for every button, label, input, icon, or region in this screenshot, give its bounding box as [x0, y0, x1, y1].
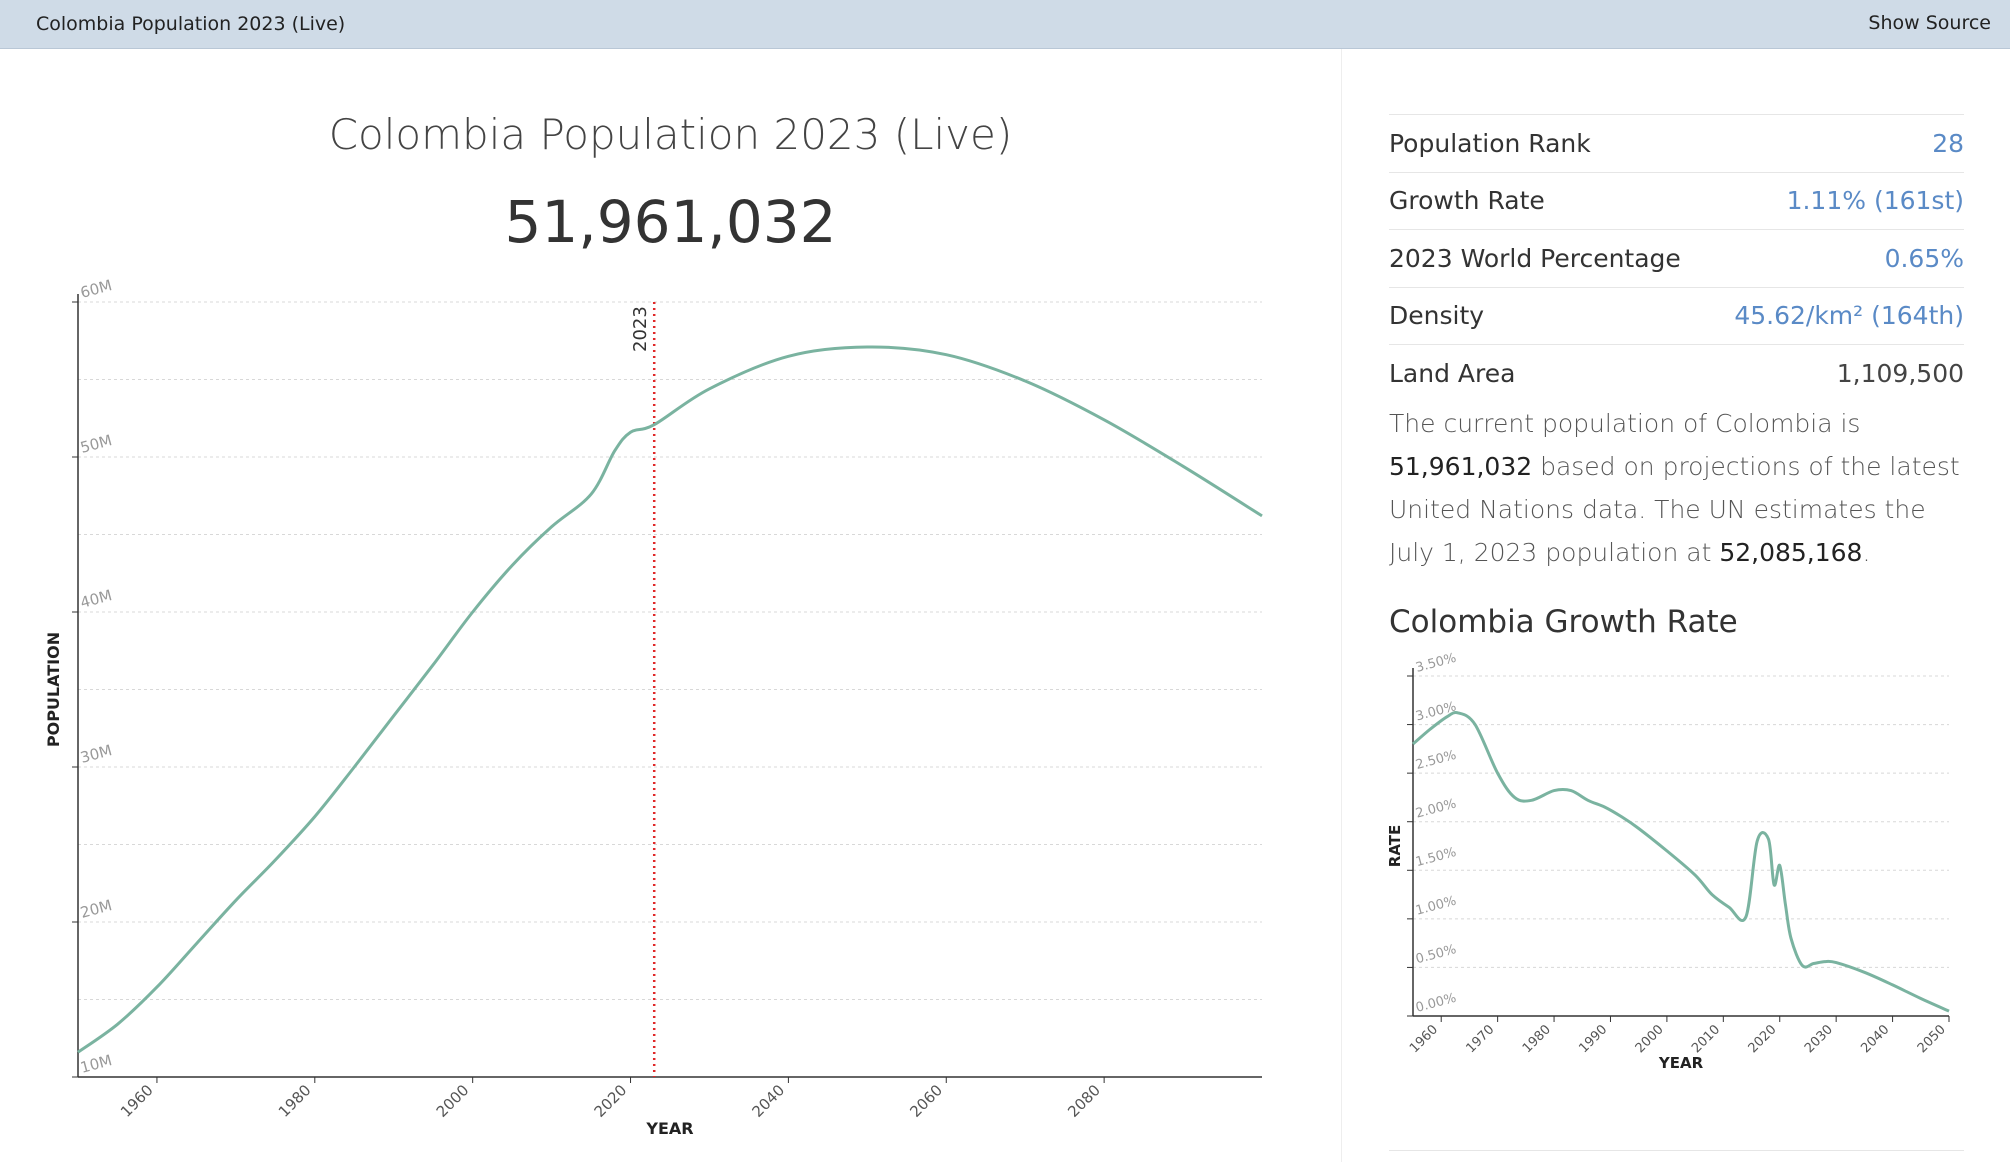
y-tick-label: 20M [78, 896, 114, 922]
desc-text: based on projections of the latest Unite… [1389, 452, 1960, 567]
page-title: Colombia Population 2023 (Live) [328, 110, 1013, 159]
y-tick-label: 3.00% [1414, 699, 1458, 724]
top-bar-title: Colombia Population 2023 (Live) [36, 13, 346, 35]
y-tick-label: 2.50% [1414, 748, 1458, 773]
growth-rate-chart: 0.00% 0.50% 1.00% 1.50% 2.00% 2.50% 3.00% 3.50%… [1386, 651, 1950, 1072]
stats-table: Population Rank 28 Growth Rate 1.11% (16… [1389, 114, 1964, 402]
y-tick-label: 50M [78, 431, 114, 457]
x-tick-label: 1960 [1407, 1022, 1441, 1056]
x-tick-label: 1980 [1520, 1022, 1554, 1056]
y-tick-label: 1.50% [1414, 845, 1458, 870]
y-tick-label: 1.00% [1414, 894, 1458, 919]
top-bar: Colombia Population 2023 (Live) Show Sou… [0, 0, 2010, 49]
column-divider [1341, 49, 1342, 1162]
y-tick-label: 30M [78, 741, 114, 767]
desc-text: The current population of Colombia is [1389, 409, 1861, 438]
x-axis-label: YEAR [645, 1119, 693, 1138]
stat-value-link[interactable]: 1.11% (161st) [1786, 186, 1964, 216]
x-tick-label: 2040 [1858, 1022, 1892, 1056]
y-tick-label: 10M [78, 1051, 114, 1077]
x-tick-label: 1980 [275, 1081, 315, 1121]
y-tick-label: 0.50% [1414, 942, 1458, 967]
x-axis-label: YEAR [1658, 1054, 1704, 1072]
x-tick-label: 2020 [1746, 1022, 1780, 1056]
stat-row-growth-rate: Growth Rate 1.11% (161st) [1389, 171, 1964, 230]
stat-label: Growth Rate [1389, 186, 1545, 216]
y-tick-label: 3.50% [1414, 651, 1458, 676]
stat-label: Population Rank [1389, 128, 1591, 158]
stat-label: Density [1389, 301, 1485, 331]
desc-estimate: 52,085,168 [1719, 538, 1863, 567]
x-tick-label: 2030 [1802, 1022, 1836, 1056]
x-tick-label: 2080 [1064, 1081, 1104, 1121]
population-description: The current population of Colombia is 51… [1389, 402, 1969, 574]
x-tick-label: 2050 [1915, 1022, 1949, 1056]
x-tick-label: 2040 [748, 1081, 788, 1121]
x-tick-label: 2000 [1633, 1022, 1667, 1056]
stat-value-link[interactable]: 0.65% [1884, 243, 1964, 273]
x-tick-label: 1960 [117, 1081, 157, 1121]
live-population-counter: 51,961,032 [504, 188, 837, 256]
show-source-button[interactable]: Show Source [1868, 12, 1991, 34]
y-tick-label: 2.00% [1414, 796, 1458, 821]
x-tick-label: 2060 [906, 1081, 946, 1121]
stat-value: 1,109,500 [1836, 358, 1964, 388]
y-tick-label: 60M [78, 276, 114, 302]
stat-value-link[interactable]: 45.62/km² (164th) [1734, 301, 1964, 331]
stat-row-rank: Population Rank 28 [1389, 114, 1964, 172]
series-line [1412, 711, 1950, 1013]
desc-current-population: 51,961,032 [1389, 452, 1533, 481]
stat-label: Land Area [1389, 358, 1516, 388]
stat-label: 2023 World Percentage [1389, 243, 1681, 273]
stat-row-density: Density 45.62/km² (164th) [1389, 286, 1964, 345]
x-tick-label: 2010 [1689, 1022, 1723, 1056]
stat-row-world-percentage: 2023 World Percentage 0.65% [1389, 229, 1964, 287]
x-tick-label: 1990 [1576, 1022, 1610, 1056]
y-tick-label: 40M [78, 586, 114, 612]
x-tick-label: 1970 [1463, 1022, 1497, 1056]
stat-row-land-area: Land Area 1,109,500 [1389, 344, 1964, 402]
population-chart: 10M 20M 30M 40M 50M 60M 1960 1980 2000 2020 2040 20… [44, 276, 1263, 1138]
divider-line [1389, 1150, 1964, 1151]
current-year-label: 2023 [630, 306, 651, 352]
y-tick-label: 0.00% [1414, 991, 1458, 1016]
x-tick-label: 2000 [433, 1081, 473, 1121]
y-axis-label: POPULATION [44, 632, 63, 747]
x-tick-label: 2020 [591, 1081, 631, 1121]
series-line [77, 345, 1263, 1054]
desc-text: . [1862, 538, 1871, 567]
y-axis-label: RATE [1386, 825, 1404, 867]
stat-value-link[interactable]: 28 [1932, 128, 1964, 158]
growth-rate-title: Colombia Growth Rate [1389, 604, 1738, 640]
